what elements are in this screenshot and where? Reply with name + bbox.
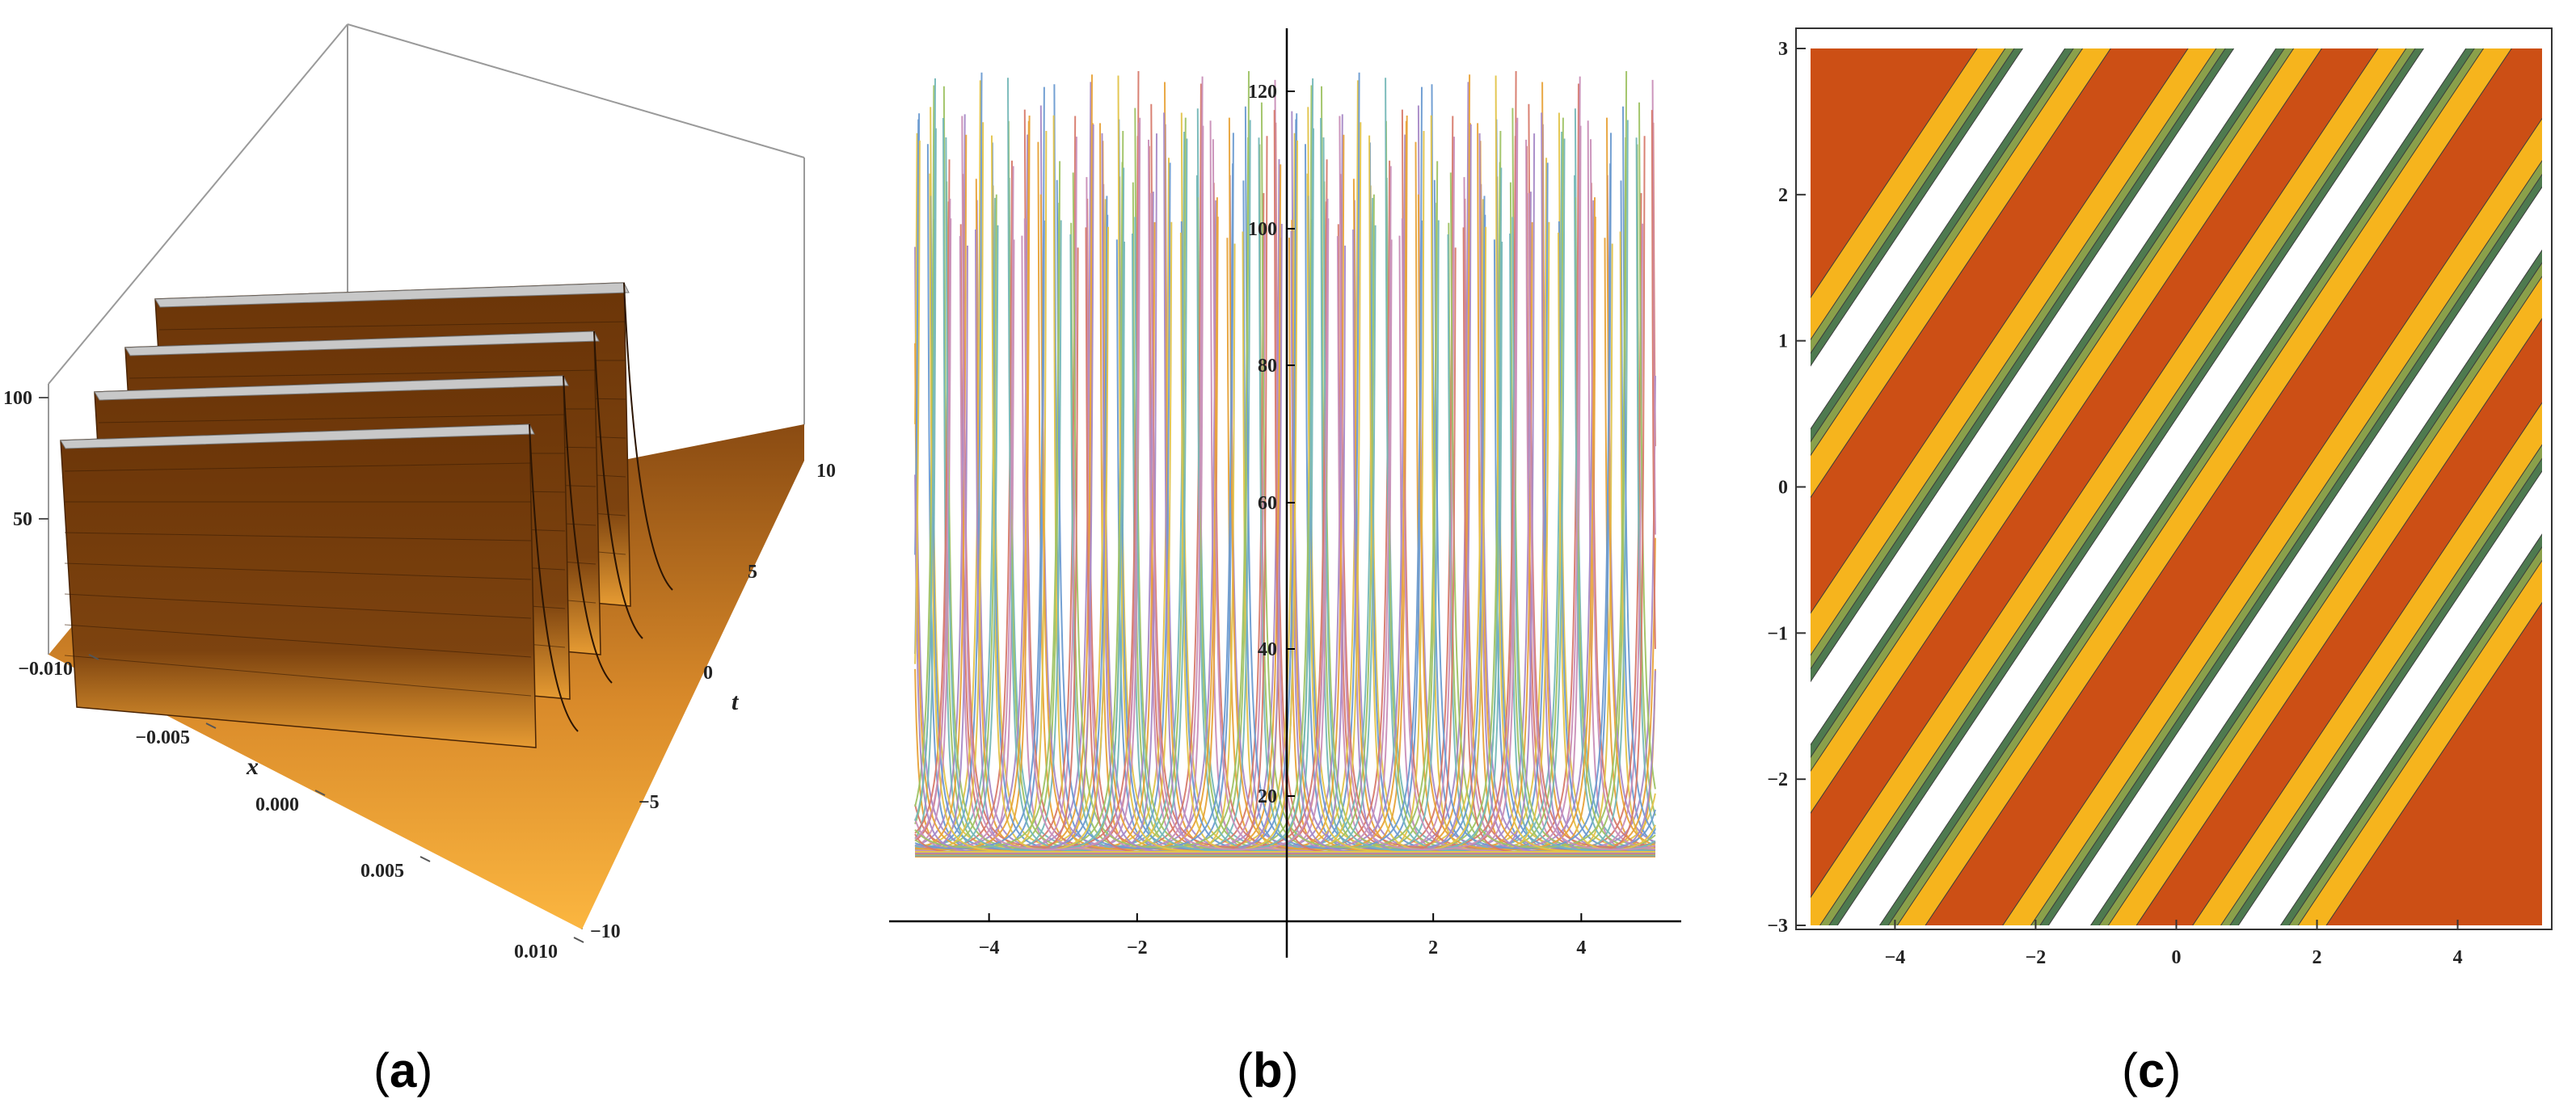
- x-tick-label: 0.000: [255, 794, 299, 815]
- y-tick-label: 0: [1778, 478, 1788, 499]
- caption-b-letter: b: [1253, 1043, 1283, 1097]
- caption-b: (b): [1237, 1043, 1299, 1097]
- x-tick-label: −4: [1885, 947, 1906, 968]
- x-tick-mark: [88, 654, 99, 660]
- y-tick-label: 20: [1258, 786, 1277, 807]
- y-tick-label: 3: [1778, 39, 1788, 60]
- svg-text:(c): (c): [2122, 1043, 2181, 1097]
- y-tick-label: 40: [1258, 639, 1277, 660]
- y-tick-label: 2: [1778, 185, 1788, 206]
- series-curve: [914, 78, 1656, 852]
- y-tick-label: −3: [1767, 916, 1788, 937]
- x-tick-label: 0.005: [360, 861, 404, 882]
- x-tick-label: −0.010: [18, 659, 73, 680]
- x-tick-label: 2: [1428, 937, 1438, 958]
- y-tick-label: 120: [1248, 82, 1277, 103]
- t-tick-label: 5: [748, 562, 757, 583]
- caption-a: (a): [373, 1043, 432, 1097]
- caption-a-letter: a: [390, 1043, 417, 1097]
- caption-c: (c): [2122, 1043, 2181, 1097]
- t-axis-ticks-a: 10 5 0 −5 −10: [590, 461, 836, 942]
- caption-c-letter: c: [2138, 1043, 2165, 1097]
- x-tick-label: 4: [2453, 947, 2463, 968]
- z-tick-label: 50: [13, 509, 32, 530]
- z-tick-label: 100: [3, 388, 32, 409]
- x-tick-label: −0.005: [135, 727, 190, 748]
- frame-c: [1795, 27, 2553, 930]
- x-tick-label: −2: [1127, 937, 1148, 958]
- x-tick-label: −2: [2026, 947, 2047, 968]
- contour-band: [2192, 402, 2542, 925]
- y-tick-label: 60: [1258, 493, 1277, 514]
- x-tick-mark: [314, 790, 326, 796]
- t-tick-label: −5: [639, 792, 660, 813]
- ticks-b: −4 −2 2 4 20 40 60 80 100 120: [979, 82, 1587, 958]
- y-tick-label: 80: [1258, 356, 1277, 377]
- x-tick-label: 2: [2312, 947, 2322, 968]
- t-tick-label: 0: [703, 663, 713, 684]
- x-axis-label-a: x: [246, 753, 259, 780]
- contour-bands-c: [1811, 48, 2542, 925]
- line-plot-b: −4 −2 2 4 20 40 60 80 100 120: [889, 28, 1681, 958]
- x-tick-label: 0.010: [514, 942, 558, 963]
- z-axis-ticks-a: 100 50: [3, 388, 48, 530]
- contour-band: [1811, 48, 2111, 499]
- svg-text:(b): (b): [1237, 1043, 1299, 1097]
- contour-band: [2002, 117, 2542, 925]
- ridges-a: [60, 282, 673, 748]
- t-axis-label-a: t: [731, 689, 740, 715]
- y-tick-label: −1: [1767, 623, 1788, 644]
- series-curve: [914, 116, 1656, 851]
- x-tick-label: 0: [2172, 947, 2182, 968]
- svg-text:(a): (a): [373, 1043, 432, 1097]
- x-tick-mark: [573, 937, 584, 943]
- curves-b: [914, 71, 1656, 857]
- x-axis-ticks-a: −0.010 −0.005 0.000 0.005 0.010: [18, 654, 584, 963]
- contour-plot-c: −4 −2 0 2 4 3 2 1 0 −1 −2 −3: [1767, 27, 2553, 968]
- t-tick-label: 10: [816, 461, 836, 482]
- t-tick-label: −10: [590, 921, 621, 942]
- x-tick-label: 4: [1576, 937, 1586, 958]
- x-tick-mark: [419, 856, 431, 862]
- x-tick-label: −4: [979, 937, 1000, 958]
- contour-band: [1811, 48, 2322, 814]
- ticks-c: −4 −2 0 2 4 3 2 1 0 −1 −2 −3: [1767, 39, 2462, 968]
- y-tick-label: 100: [1248, 219, 1277, 240]
- x-tick-mark: [205, 723, 217, 729]
- ridge: [60, 423, 579, 748]
- y-tick-label: 1: [1778, 331, 1788, 352]
- y-tick-label: −2: [1767, 769, 1788, 790]
- contour-band: [1811, 48, 2512, 925]
